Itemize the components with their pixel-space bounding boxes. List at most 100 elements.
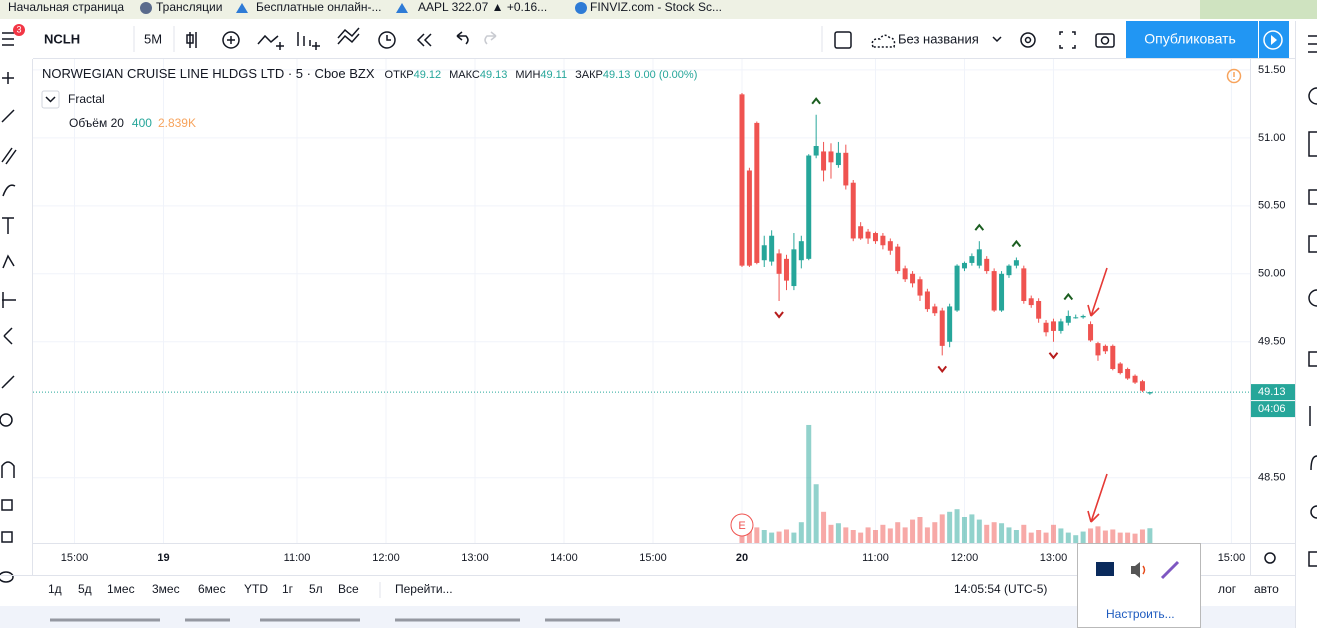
candle-body [1110, 345, 1116, 369]
volume-legend: Объём 20 400 2.839K [69, 116, 196, 130]
bookmarks-bar [0, 0, 1317, 19]
bookmark-icon [236, 3, 248, 13]
earnings-marker[interactable] [730, 513, 754, 537]
range-button[interactable]: 3мес [152, 582, 180, 596]
lock-tool[interactable] [1, 499, 13, 511]
x-tick-label: 11:00 [862, 552, 889, 564]
volume-bar [843, 527, 849, 543]
auto-toggle[interactable]: авто [1254, 582, 1279, 596]
brush-tool[interactable] [2, 184, 16, 197]
y-tick-label: 48.50 [1258, 472, 1286, 484]
bookmark[interactable]: Бесплатные онлайн-... [256, 0, 382, 14]
y-tick-label: 49.50 [1258, 336, 1286, 348]
candle-body [746, 170, 752, 266]
ideas-icon[interactable] [1308, 289, 1317, 307]
tray-icon-network[interactable] [1096, 562, 1114, 576]
undo-icon[interactable] [456, 31, 469, 45]
text-tool[interactable] [2, 217, 14, 234]
prediction-tool[interactable] [2, 292, 16, 308]
menu-icon[interactable] [2, 32, 14, 46]
candle-body [1065, 315, 1071, 323]
settings-icon[interactable] [1020, 32, 1036, 48]
notes-icon[interactable] [1308, 235, 1317, 253]
eye-tool[interactable] [0, 571, 14, 583]
fractal-up [1063, 292, 1074, 301]
volume-bar [1021, 524, 1027, 543]
trend-tool[interactable] [1, 109, 15, 123]
dropdown-icon[interactable] [992, 36, 1002, 43]
candle-body [910, 273, 916, 284]
help-icon[interactable] [1310, 505, 1317, 519]
volume-bar [947, 511, 953, 543]
range-button[interactable]: 1д [48, 582, 62, 596]
fib-tool[interactable] [1, 147, 17, 165]
candle-body [954, 265, 960, 311]
layout-name[interactable]: Без названия [898, 31, 979, 46]
range-button[interactable]: 6мес [198, 582, 226, 596]
y-tick-label: 50.50 [1258, 200, 1286, 212]
indicator-name[interactable]: Fractal [68, 92, 105, 106]
range-button[interactable]: Все [338, 582, 359, 596]
hotlist-icon[interactable] [1308, 551, 1317, 567]
clock: 14:05:54 (UTC-5) [954, 582, 1047, 596]
icon-tool[interactable] [3, 327, 13, 345]
volume-bar [1095, 526, 1101, 543]
range-button[interactable]: 1мес [107, 582, 135, 596]
tray-icon-volume[interactable] [1131, 562, 1140, 578]
tray-customize[interactable]: Настроить... [1106, 607, 1175, 621]
compare-icon[interactable] [257, 34, 284, 50]
publish-button[interactable] [1126, 21, 1258, 58]
snapshot-icon[interactable] [1095, 33, 1115, 48]
candle-body [984, 258, 990, 272]
drawing-toolbar [0, 59, 32, 575]
cursor-tool[interactable] [2, 72, 14, 84]
log-toggle[interactable]: лог [1218, 582, 1237, 596]
ohlc-value: 49.11 [540, 69, 567, 81]
candle-body [1036, 301, 1042, 319]
expand-icon[interactable] [1059, 31, 1076, 49]
alerts-icon[interactable] [1308, 87, 1317, 105]
y-tick-label: 50.00 [1258, 268, 1286, 280]
data-icon[interactable] [1308, 131, 1317, 157]
watchlist-icon[interactable] [1308, 35, 1317, 53]
candle-body [1050, 321, 1056, 331]
alert-icon[interactable] [378, 31, 396, 49]
templates-icon[interactable] [297, 32, 320, 50]
bookmark[interactable]: FINVIZ.com - Stock Sc... [590, 0, 722, 14]
magnet-tool[interactable] [1, 461, 15, 478]
play-triangle [1271, 35, 1277, 45]
candle-body [924, 291, 930, 310]
indicator-icon[interactable] [222, 31, 240, 49]
strategy-icon[interactable] [337, 27, 360, 45]
symbol[interactable]: NCLH [44, 31, 80, 46]
range-button[interactable]: YTD [244, 582, 268, 596]
last-price-box [1251, 384, 1295, 401]
replay-icon[interactable] [416, 33, 432, 47]
bookmark[interactable]: Трансляции [156, 0, 222, 14]
candle-body [835, 152, 841, 166]
interval[interactable]: 5M [144, 31, 162, 46]
zoom-tool[interactable] [0, 413, 13, 427]
range-button[interactable]: 5д [78, 582, 92, 596]
calendar-icon[interactable] [1308, 189, 1317, 205]
axis-settings[interactable] [1264, 552, 1276, 564]
ruler-tool[interactable] [1, 375, 15, 389]
collapse-button[interactable] [41, 90, 60, 109]
fractal-up [1011, 239, 1022, 248]
range-button[interactable]: 5л [309, 582, 323, 596]
range-button[interactable]: 1г [282, 582, 294, 596]
chat-icon[interactable] [1308, 351, 1317, 367]
annotation-arrow [1087, 267, 1108, 317]
tray-icon-pen[interactable] [1160, 560, 1180, 580]
goto-button[interactable]: Перейти... [395, 582, 453, 596]
pattern-tool[interactable] [2, 254, 15, 269]
notifications-icon[interactable] [1310, 455, 1317, 471]
candle-body [1073, 317, 1079, 319]
warning-icon[interactable] [1226, 68, 1242, 84]
fullscreen-select[interactable] [834, 31, 852, 49]
bookmark[interactable]: AAPL 322.07 ▲ +0.16... [418, 0, 547, 14]
bookmark[interactable]: Начальная страница [8, 0, 124, 14]
hide-tool[interactable] [1, 531, 13, 543]
candles-icon-body [186, 34, 194, 44]
ohlc-value: 49.13 [480, 69, 508, 81]
